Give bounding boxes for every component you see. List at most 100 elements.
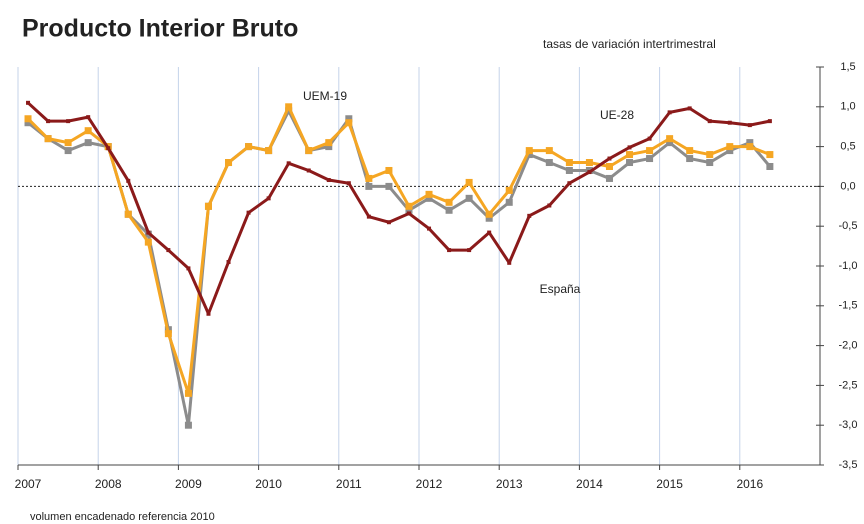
data-point — [565, 159, 573, 167]
data-point — [505, 198, 513, 206]
data-point — [184, 421, 192, 429]
x-tick-label: 2011 — [336, 477, 362, 491]
y-tick-label: -3,0 — [839, 419, 858, 431]
data-point — [365, 182, 373, 190]
x-tick-label: 2009 — [175, 477, 202, 491]
data-point — [565, 166, 573, 174]
x-tick-label: 2008 — [95, 477, 122, 491]
data-point — [487, 230, 492, 235]
data-point — [686, 147, 694, 155]
series-label: España — [540, 282, 581, 296]
y-tick-label: -0,5 — [839, 220, 858, 232]
data-point — [626, 151, 634, 159]
data-point — [24, 115, 32, 123]
chart-note: volumen encadenado referencia 2010 — [30, 511, 215, 523]
data-point — [445, 206, 453, 214]
data-point — [666, 135, 674, 143]
data-point — [405, 206, 413, 214]
data-point — [265, 147, 273, 155]
data-point — [166, 248, 171, 253]
data-point — [44, 135, 52, 143]
data-point — [647, 136, 652, 141]
data-point — [567, 181, 572, 186]
data-point — [206, 311, 211, 316]
data-point — [204, 202, 212, 210]
data-point — [666, 139, 674, 147]
data-point — [687, 106, 692, 111]
data-point — [766, 163, 774, 170]
data-point — [667, 110, 672, 115]
data-point — [507, 260, 512, 265]
data-point — [605, 174, 613, 182]
data-point — [266, 196, 271, 201]
data-point — [686, 155, 694, 163]
chart-title: Producto Interior Bruto — [22, 15, 298, 43]
data-point — [605, 163, 613, 170]
data-point — [445, 198, 453, 206]
data-point — [447, 248, 452, 253]
data-point — [24, 119, 32, 127]
data-point — [706, 159, 714, 167]
data-point — [626, 159, 634, 167]
data-point — [425, 194, 433, 202]
data-point — [365, 174, 373, 182]
data-point — [46, 119, 51, 124]
data-point — [746, 143, 754, 151]
data-point — [746, 139, 754, 147]
data-point — [545, 159, 553, 167]
data-point — [525, 151, 533, 159]
data-point — [186, 266, 191, 271]
data-point — [545, 147, 553, 155]
y-tick-label: -1,5 — [839, 300, 858, 312]
data-point — [726, 147, 734, 155]
data-point — [285, 103, 293, 111]
data-point — [86, 115, 91, 120]
y-tick-label: -3,5 — [839, 459, 858, 471]
x-tick-label: 2015 — [656, 477, 683, 491]
data-point — [465, 178, 473, 186]
data-point — [525, 147, 533, 155]
data-point — [706, 151, 714, 159]
data-point — [325, 143, 333, 151]
data-point — [747, 123, 752, 128]
data-point — [285, 107, 293, 115]
x-tick-label: 2013 — [496, 477, 523, 491]
x-tick-label: 2016 — [736, 477, 763, 491]
data-point — [485, 214, 493, 222]
data-point — [106, 146, 111, 151]
data-point — [726, 143, 734, 151]
data-point — [326, 178, 331, 183]
data-point — [527, 213, 532, 218]
series-line — [27, 101, 771, 316]
data-point — [427, 226, 432, 231]
x-tick-label: 2010 — [255, 477, 282, 491]
data-point — [64, 139, 72, 147]
data-point — [245, 143, 253, 151]
data-point — [246, 210, 251, 215]
y-tick-label: 1,5 — [840, 61, 855, 73]
data-point — [366, 214, 371, 219]
series-label: UE-28 — [600, 108, 634, 122]
data-point — [225, 159, 233, 167]
data-point — [164, 330, 172, 338]
data-point — [386, 220, 391, 225]
y-tick-label: 1,0 — [840, 101, 855, 113]
y-tick-label: 0,5 — [840, 141, 855, 153]
data-point — [405, 202, 413, 210]
data-point — [465, 194, 473, 202]
data-point — [485, 210, 493, 218]
x-tick-label: 2007 — [15, 477, 42, 491]
data-point — [66, 119, 71, 124]
data-point — [306, 168, 311, 173]
data-point — [84, 127, 92, 135]
data-point — [385, 182, 393, 190]
data-point — [345, 119, 353, 127]
data-point — [707, 119, 712, 124]
data-point — [646, 155, 654, 163]
data-point — [627, 145, 632, 150]
data-point — [385, 166, 393, 174]
data-point — [286, 161, 291, 166]
y-tick-label: 0,0 — [840, 180, 855, 192]
series-label: UEM-19 — [303, 89, 347, 103]
y-tick-label: -2,0 — [839, 340, 858, 352]
